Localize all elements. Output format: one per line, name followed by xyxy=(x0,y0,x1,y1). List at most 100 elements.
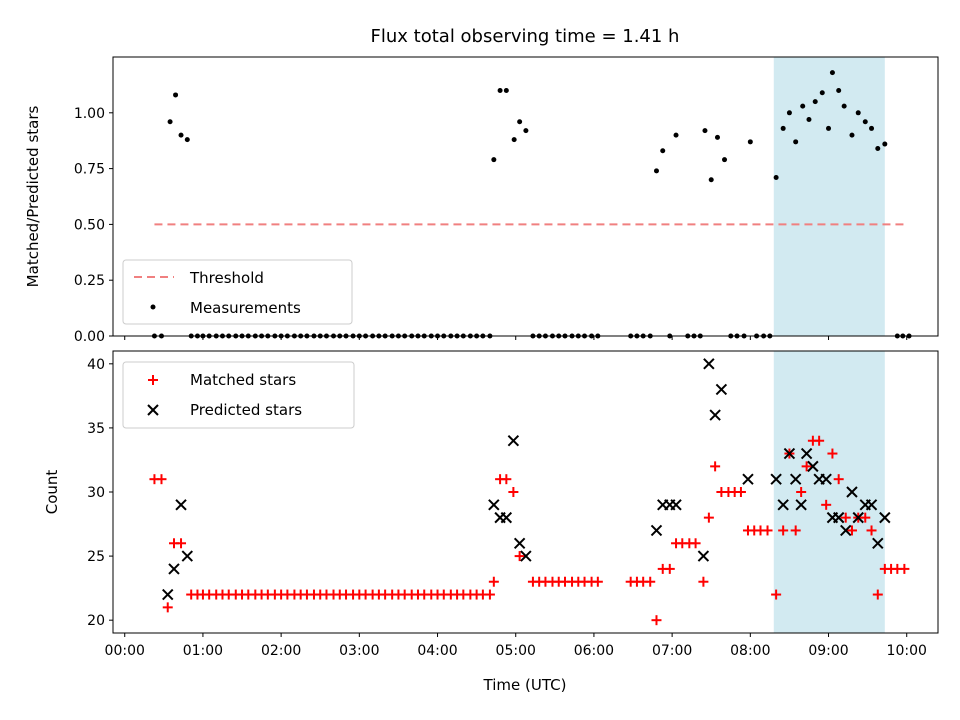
ratio-legend-box xyxy=(122,259,353,325)
measurement-point xyxy=(167,119,173,125)
measurement-point xyxy=(722,157,728,163)
predicted-point xyxy=(513,537,526,549)
matched-point xyxy=(698,576,709,587)
measurement-point xyxy=(511,137,517,143)
y-tick-label: 0.25 xyxy=(74,273,105,289)
ratio-panel: 0.00 0.25 0.50 0.75 1.00 Matched/Predicted s… xyxy=(24,56,939,345)
measurement-point xyxy=(855,110,861,116)
x-tick-label: 06:00 xyxy=(574,643,614,659)
matched-point xyxy=(846,525,857,536)
matched-point xyxy=(814,435,825,446)
x-tick-label: 09:00 xyxy=(808,643,848,659)
ratio-highlight-band xyxy=(773,57,885,336)
predicted-point xyxy=(807,460,819,473)
count-highlight-band xyxy=(773,351,885,633)
predicted-point xyxy=(181,550,193,562)
measurement-point xyxy=(826,125,832,131)
y-tick-label: 35 xyxy=(87,421,105,437)
predicted-point xyxy=(697,550,710,562)
matched-point xyxy=(899,563,910,574)
predicted-point xyxy=(650,524,663,537)
legend-matched-label: Matched stars xyxy=(190,371,296,389)
matched-point xyxy=(790,525,801,536)
matched-point xyxy=(866,525,877,536)
matched-point xyxy=(821,499,832,510)
count-y-axis-label: Count xyxy=(43,470,61,515)
count-x-ticks: 00:00 01:00 02:00 03:00 04:00 05:00 06:00 07:00… xyxy=(105,633,927,659)
predicted-point xyxy=(852,511,864,524)
predicted-point xyxy=(800,447,813,460)
matched-point xyxy=(860,512,871,523)
matched-point xyxy=(827,448,838,459)
y-tick-label: 0.75 xyxy=(74,162,105,178)
measurement-point xyxy=(173,92,179,98)
predicted-point xyxy=(162,588,174,601)
matched-point xyxy=(771,589,782,600)
measurement-point xyxy=(806,116,812,122)
count-points xyxy=(149,358,910,626)
y-tick-label: 0.00 xyxy=(74,329,105,345)
measurement-point xyxy=(773,175,779,181)
matched-point xyxy=(508,487,519,497)
matched-point xyxy=(162,602,173,613)
measurement-point xyxy=(491,157,497,163)
measurement-point xyxy=(673,132,679,138)
predicted-point xyxy=(670,499,682,511)
measurement-point xyxy=(702,128,708,134)
y-tick-label: 0.50 xyxy=(74,217,105,233)
predicted-point xyxy=(846,486,858,498)
predicted-point xyxy=(507,435,520,447)
predicted-point xyxy=(488,499,500,511)
legend-predicted-marker xyxy=(147,404,159,416)
predicted-point xyxy=(742,473,754,485)
predicted-point xyxy=(879,511,891,524)
ratio-y-axis-label: Matched/Predicted stars xyxy=(24,106,42,288)
predicted-point xyxy=(832,511,845,524)
matched-point xyxy=(176,538,187,549)
count-x-axis-label: Time (UTC) xyxy=(483,676,567,694)
measurement-point xyxy=(819,90,825,96)
x-tick-label: 08:00 xyxy=(730,643,770,659)
y-tick-label: 30 xyxy=(87,485,105,501)
predicted-point xyxy=(703,358,715,370)
matched-point xyxy=(735,487,746,497)
legend-matched-marker xyxy=(148,375,158,385)
ratio-axes-frame xyxy=(112,56,939,337)
matched-point xyxy=(690,538,701,549)
measurement-point xyxy=(708,177,714,183)
predicted-point xyxy=(789,473,802,485)
matched-point xyxy=(484,589,495,600)
x-tick-label: 04:00 xyxy=(417,643,457,659)
x-tick-label: 07:00 xyxy=(652,643,692,659)
matched-point xyxy=(592,576,603,587)
y-tick-label: 1.00 xyxy=(74,106,105,122)
matched-point xyxy=(156,474,167,485)
x-tick-label: 01:00 xyxy=(183,643,223,659)
matched-point xyxy=(501,474,512,485)
legend-predicted-swatch xyxy=(147,404,159,416)
measurement-point xyxy=(812,99,818,105)
ratio-x-ticks xyxy=(124,336,908,340)
measurement-point xyxy=(869,125,875,131)
x-tick-label: 03:00 xyxy=(339,643,379,659)
predicted-point xyxy=(872,537,884,549)
measurement-point xyxy=(800,103,806,109)
y-tick-label: 20 xyxy=(87,613,105,629)
measurement-point xyxy=(503,87,509,93)
matched-point xyxy=(762,525,773,536)
matched-point xyxy=(710,461,721,472)
x-tick-label: 00:00 xyxy=(105,643,145,659)
measurement-point xyxy=(841,103,847,109)
legend-measurement-swatch xyxy=(150,304,156,310)
matched-point xyxy=(645,576,656,587)
measurement-point xyxy=(793,139,799,145)
measurement-point xyxy=(786,110,792,116)
predicted-point xyxy=(175,499,187,511)
matched-point xyxy=(664,563,675,574)
legend-measurement-label: Measurements xyxy=(190,299,301,317)
count-panel: 20 25 30 35 40 00:00 01:00 02:00 03:00 04:00 05:0… xyxy=(43,350,939,694)
predicted-point xyxy=(820,473,832,485)
measurement-point xyxy=(660,148,666,154)
ratio-legend: Threshold Measurements xyxy=(122,259,353,325)
